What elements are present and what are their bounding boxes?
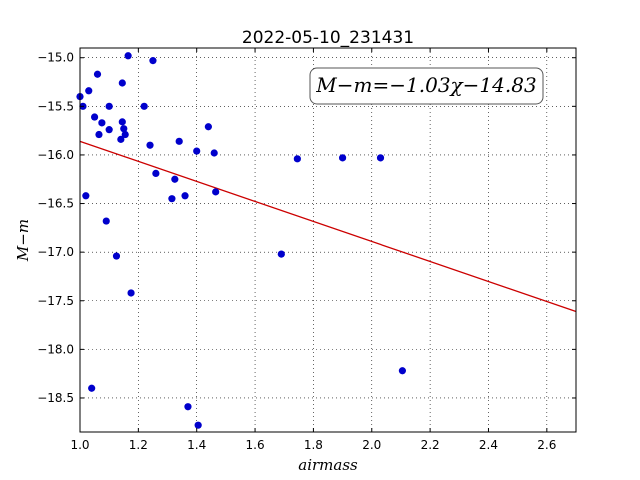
x-tick-label: 1.6	[246, 438, 265, 452]
y-axis-ticks: −15.0 −15.5 −16.0 −16.5 −17.0 −17.5 −18.0 −18.5	[37, 51, 576, 405]
data-point	[85, 87, 93, 95]
data-point	[118, 118, 126, 126]
data-point	[140, 102, 148, 110]
data-point	[293, 155, 301, 163]
data-point	[124, 52, 132, 60]
data-point	[127, 289, 135, 297]
fit-annotation: M−m=−1.03χ−14.83	[309, 67, 544, 105]
data-point	[117, 135, 125, 143]
chart-title: 2022-05-10_231431	[242, 28, 414, 48]
data-point	[212, 188, 220, 196]
y-tick-label: −15.5	[37, 99, 74, 113]
x-tick-label: 2.4	[479, 438, 498, 452]
y-tick-label: −15.0	[37, 51, 74, 65]
y-tick-label: −17.5	[37, 294, 74, 308]
grid	[79, 48, 576, 432]
data-point	[376, 154, 385, 162]
data-point	[98, 119, 106, 127]
data-point	[277, 250, 285, 258]
data-point	[204, 123, 212, 131]
x-tick-label: 2.0	[362, 438, 381, 452]
x-tick-label: 2.2	[421, 438, 440, 452]
x-tick-label: 2.6	[537, 438, 556, 452]
data-point	[398, 367, 406, 375]
data-point	[146, 141, 154, 149]
data-point	[82, 192, 90, 200]
x-tick-label: 1.0	[70, 438, 89, 452]
y-tick-label: −16.0	[37, 148, 74, 162]
data-point	[112, 252, 121, 260]
data-point	[181, 192, 189, 200]
fit-line-group	[79, 140, 577, 313]
y-tick-label: −16.5	[37, 197, 74, 211]
plot-frame	[79, 47, 577, 433]
data-point	[90, 113, 99, 121]
data-point	[149, 57, 157, 65]
annotation-box	[309, 67, 544, 105]
data-point	[102, 217, 110, 225]
data-point	[95, 130, 103, 139]
data-point	[194, 421, 202, 429]
data-point	[193, 147, 201, 155]
data-point	[105, 102, 113, 110]
y-tick-label: −18.0	[37, 342, 74, 356]
data-point	[105, 126, 113, 134]
data-point	[168, 195, 176, 203]
data-point	[210, 149, 218, 157]
y-tick-label: −17.0	[37, 245, 74, 259]
data-point	[118, 79, 126, 87]
y-axis-label: M−m	[14, 219, 32, 262]
fit-equation: M−m=−1.03χ−14.83	[315, 73, 536, 97]
x-tick-label: 1.4	[187, 438, 206, 452]
data-point	[152, 169, 160, 178]
data-points	[76, 52, 406, 429]
x-tick-label: 1.8	[304, 438, 323, 452]
data-point	[338, 154, 347, 162]
x-axis-ticks: 1.0 1.2 1.4 1.6 1.8 2.0 2.2 2.4 2.6	[70, 48, 556, 452]
data-point	[171, 175, 179, 183]
data-point	[88, 384, 96, 392]
data-point	[184, 403, 192, 411]
x-tick-label: 1.2	[129, 438, 148, 452]
data-point	[120, 125, 128, 133]
x-axis-label: airmass	[298, 456, 358, 474]
data-point	[175, 137, 183, 145]
fit-line	[79, 140, 577, 313]
y-tick-label: −18.5	[37, 391, 74, 405]
data-point	[93, 70, 102, 78]
data-point	[121, 130, 129, 139]
